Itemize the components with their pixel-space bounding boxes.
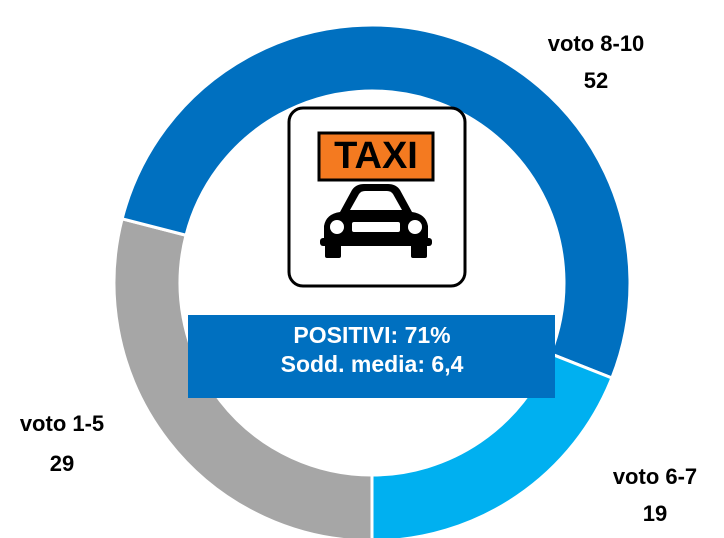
value-label: 52 bbox=[584, 68, 608, 93]
value-label: 29 bbox=[50, 451, 74, 476]
donut bbox=[112, 23, 632, 538]
sign-plate bbox=[317, 131, 435, 182]
sign-text: TAXI bbox=[334, 135, 418, 177]
donut-segment bbox=[120, 23, 632, 380]
value-label: 19 bbox=[643, 501, 667, 526]
car-icon bbox=[320, 184, 432, 258]
taxi-sign: TAXI bbox=[287, 106, 467, 288]
donut-segment bbox=[370, 351, 614, 538]
summary-band bbox=[188, 315, 555, 398]
summary-text: POSITIVI: 71% bbox=[293, 322, 450, 348]
summary-text: Sodd. media: 6,4 bbox=[281, 351, 464, 377]
category-label: voto 1-5 bbox=[20, 411, 104, 436]
category-label: voto 8-10 bbox=[548, 31, 645, 56]
donut-segment bbox=[112, 217, 374, 538]
category-label: voto 6-7 bbox=[613, 464, 697, 489]
